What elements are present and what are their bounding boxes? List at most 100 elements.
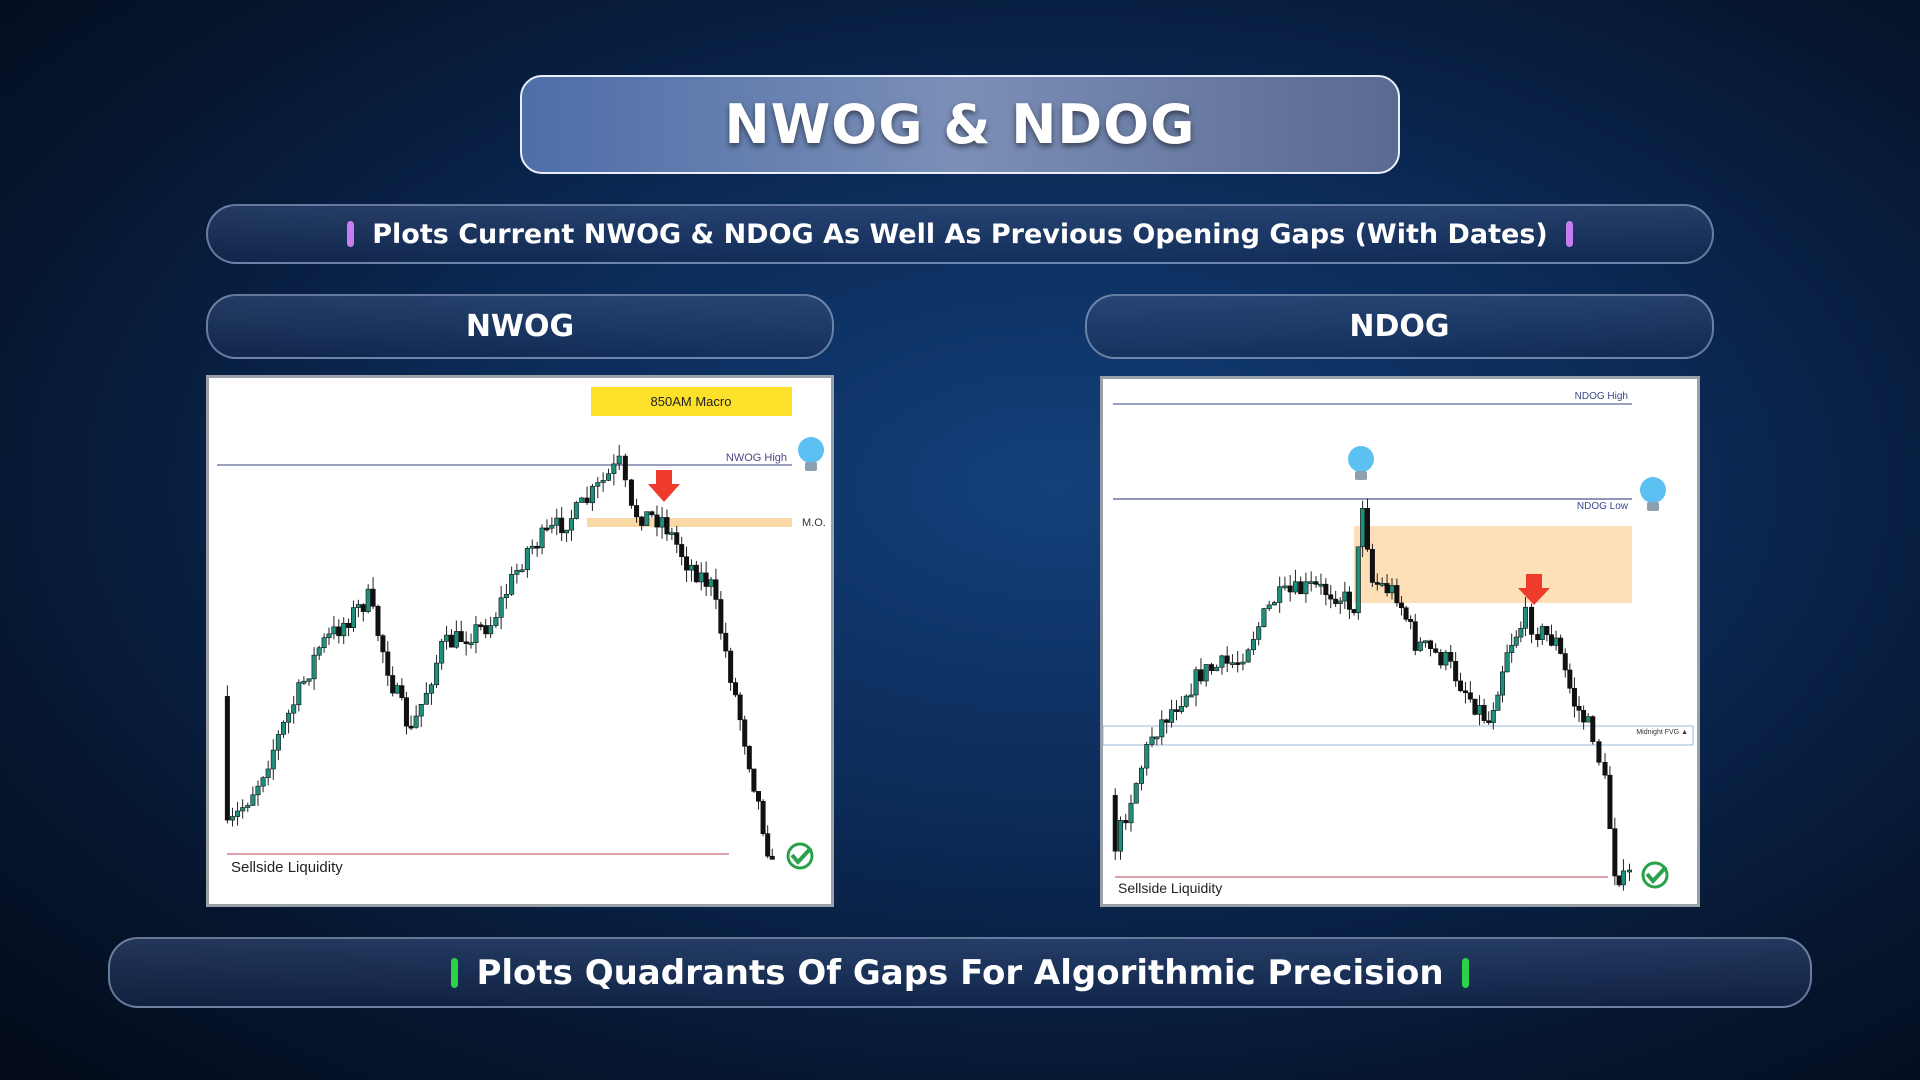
candle (380, 635, 386, 653)
candle (1553, 637, 1559, 646)
candle (1235, 662, 1241, 665)
candle (1472, 698, 1478, 715)
candle (316, 647, 322, 656)
candle (1333, 598, 1339, 604)
candle (1117, 820, 1123, 852)
panel-heading: NDOG (1085, 294, 1714, 359)
candle (589, 485, 595, 504)
accent (1461, 957, 1469, 988)
candle (428, 684, 434, 694)
candle (1504, 652, 1510, 673)
candle (1133, 783, 1139, 804)
nwog-chart: 850AM Macro NWOG High M.O. Sellside Liqu… (206, 375, 834, 907)
candle (1417, 641, 1423, 651)
title: NWOG & NDOG (520, 75, 1400, 174)
candle (423, 692, 429, 705)
candle (1513, 636, 1519, 646)
candle (664, 517, 670, 535)
candle (1173, 709, 1179, 712)
candle (1123, 820, 1129, 824)
candle (769, 855, 775, 860)
candle (1567, 669, 1573, 689)
candle (1490, 710, 1496, 723)
candle (584, 497, 590, 504)
candle (733, 682, 739, 696)
candle (1467, 692, 1473, 700)
candle (1544, 626, 1550, 635)
footer-bar: Plots Quadrants Of Gaps For Algorithmic … (108, 937, 1812, 1008)
check (786, 842, 814, 870)
candle (385, 651, 391, 676)
candle (708, 579, 714, 587)
candle (488, 625, 494, 635)
bulb (1348, 446, 1374, 480)
candle (760, 800, 766, 834)
candle (742, 719, 748, 747)
candle (498, 597, 504, 618)
candle (463, 641, 469, 645)
candle (568, 518, 574, 531)
candle (1266, 604, 1272, 609)
candle (1277, 586, 1283, 603)
candle (1346, 591, 1352, 610)
bulb (798, 437, 824, 471)
candle (1509, 644, 1515, 653)
candle (346, 622, 352, 628)
candle (1128, 802, 1134, 824)
candle (1398, 602, 1404, 609)
mo-zone (587, 518, 792, 527)
candle (1303, 581, 1309, 595)
candle (679, 544, 685, 558)
candle (573, 502, 579, 519)
candle (418, 703, 424, 717)
candle (224, 696, 230, 821)
candle (1112, 795, 1118, 852)
candle (737, 694, 743, 721)
candle (600, 480, 606, 483)
candle (296, 682, 302, 706)
nwog-high-label: NWOG High (726, 452, 787, 464)
candle (1548, 634, 1554, 646)
candle (1342, 591, 1348, 602)
candle (370, 588, 376, 607)
ndog-low-label: NDOG Low (1577, 501, 1629, 512)
candle (1229, 662, 1235, 665)
mo-label: M.O. (802, 517, 826, 529)
candle (746, 746, 752, 770)
candle (1539, 626, 1545, 640)
candle (1522, 606, 1528, 629)
candle (1224, 655, 1230, 664)
candle (403, 697, 409, 727)
candle (1616, 875, 1622, 886)
candle (336, 626, 342, 637)
candle (1581, 710, 1587, 723)
candle (1602, 761, 1608, 776)
accent (347, 221, 355, 247)
candle (331, 626, 337, 635)
bulb (1640, 477, 1666, 511)
candle (321, 637, 327, 649)
candle (1240, 661, 1246, 665)
candle (1408, 619, 1414, 622)
panel-heading: NWOG (206, 294, 834, 359)
candle (434, 662, 440, 686)
candle (1422, 640, 1428, 644)
candle (1183, 695, 1189, 707)
candle (1256, 626, 1262, 640)
candle (1481, 705, 1487, 721)
candle (1374, 582, 1380, 585)
candle (275, 734, 281, 751)
candle (605, 473, 611, 481)
candle (503, 594, 509, 599)
candle (654, 514, 660, 528)
arrow (648, 470, 680, 502)
candle (718, 599, 724, 634)
candle (688, 564, 694, 571)
candle (1282, 585, 1288, 589)
candle (1154, 736, 1160, 740)
macro-box (591, 387, 792, 416)
candle (453, 631, 459, 648)
candle (1298, 581, 1304, 595)
candle (628, 479, 634, 506)
candle (390, 675, 396, 694)
